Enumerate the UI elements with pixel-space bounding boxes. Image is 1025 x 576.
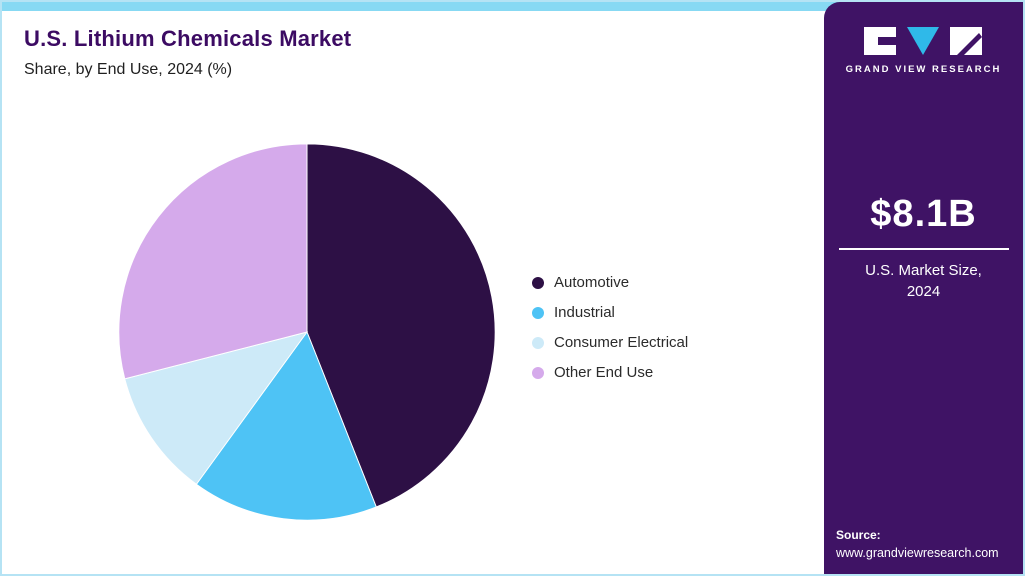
pie-slice-industrial — [195, 331, 377, 521]
legend-item-industrial: Industrial — [532, 304, 688, 321]
chart-header: U.S. Lithium Chemicals Market Share, by … — [24, 26, 351, 79]
market-size-label-line2: 2024 — [906, 283, 941, 300]
pie-slice-automotive — [306, 143, 496, 508]
legend-label: Industrial — [554, 304, 615, 321]
brand-name: GRAND VIEW RESEARCH — [845, 64, 1002, 75]
gvr-logo-icon — [863, 26, 983, 56]
legend-label: Automotive — [554, 274, 630, 291]
chart-legend: Automotive Industrial Consumer Electrica… — [532, 274, 688, 381]
market-size-block: $8.1B U.S. Market Size, 2024 — [824, 193, 1023, 302]
source-label: Source: — [836, 528, 881, 542]
sidebar: GRAND VIEW RESEARCH $8.1B U.S. Market Si… — [824, 2, 1023, 574]
legend-item-consumer-electrical: Consumer Electrical — [532, 334, 688, 351]
logo-g-glyph — [864, 27, 897, 55]
legend-bullet-industrial — [532, 306, 544, 319]
legend-bullet-other-end-use — [532, 366, 544, 379]
pie-slice-consumer-electrical — [124, 331, 309, 485]
legend-bullet-consumer-electrical — [532, 336, 544, 349]
pie-chart — [118, 143, 496, 521]
page-subtitle: Share, by End Use, 2024 (%) — [24, 61, 233, 78]
legend-item-other-end-use: Other End Use — [532, 364, 688, 381]
legend-label: Consumer Electrical — [554, 334, 689, 351]
legend-bullet-automotive — [532, 276, 544, 289]
market-size-divider — [838, 248, 1009, 250]
logo-r-glyph — [950, 27, 983, 55]
legend-item-automotive: Automotive — [532, 274, 688, 291]
top-accent-bar — [2, 2, 1023, 11]
pie-chart-container — [115, 140, 499, 524]
legend-label: Other End Use — [554, 364, 654, 381]
logo-v-glyph — [907, 27, 940, 55]
market-size-value: $8.1B — [870, 193, 977, 235]
market-size-label-line1: U.S. Market Size, — [865, 262, 982, 279]
brand-logo: GRAND VIEW RESEARCH — [846, 26, 1002, 75]
market-size-label: U.S. Market Size, 2024 — [824, 260, 1023, 302]
source-block: Source: www.grandviewresearch.com — [824, 528, 1023, 574]
page-title: U.S. Lithium Chemicals Market — [24, 26, 352, 51]
pie-slice-other-end-use — [118, 143, 308, 380]
source-url: www.grandviewresearch.com — [836, 546, 999, 560]
